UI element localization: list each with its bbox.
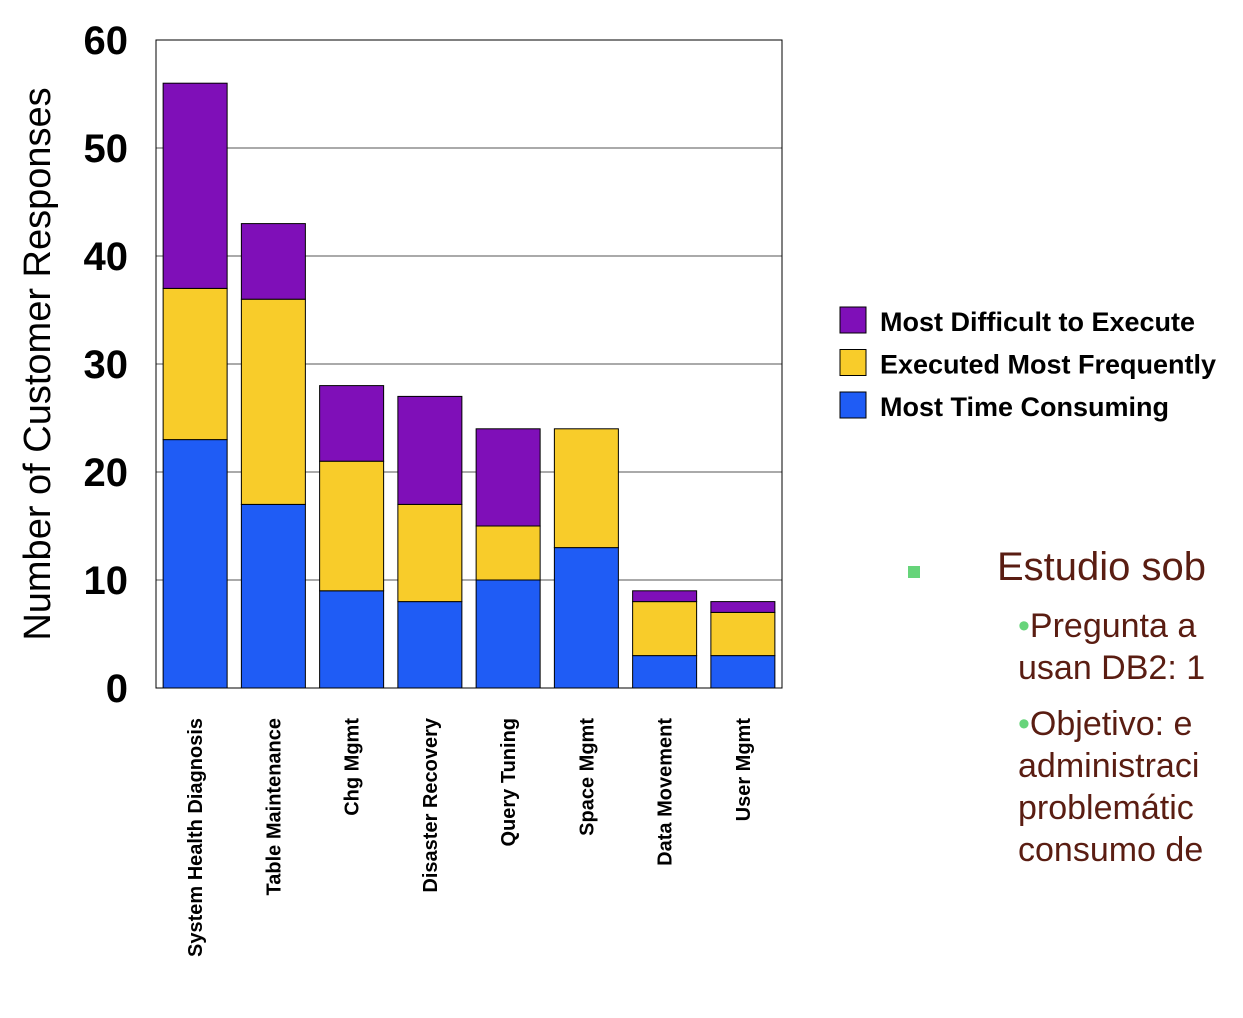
x-tick-label: Chg Mgmt bbox=[342, 718, 364, 816]
x-tick-labels: System Health Diagnosis Table Maintenance… bbox=[185, 717, 755, 957]
y-tick-label: 60 bbox=[84, 19, 129, 63]
x-tick-label: Space Mgmt bbox=[576, 718, 598, 836]
y-axis-title: Number of Customer Responses bbox=[17, 87, 59, 640]
y-tick-label: 0 bbox=[106, 667, 128, 711]
bar-segment bbox=[632, 655, 698, 689]
bar-segment bbox=[240, 223, 306, 300]
main-bullet: Estudio sob bbox=[900, 545, 1243, 605]
bar-segment bbox=[710, 611, 776, 657]
y-tick-label: 20 bbox=[84, 451, 129, 495]
bar-segment bbox=[553, 428, 619, 549]
sub-bullet-2-line2: administraci bbox=[1018, 747, 1200, 785]
sub-bullet-2-line3: problemátic bbox=[1018, 789, 1194, 827]
bar-segment bbox=[710, 601, 776, 613]
bar-segment bbox=[162, 439, 228, 689]
bullet-dot-icon: • bbox=[1018, 607, 1030, 645]
bar-segment bbox=[475, 525, 541, 581]
bar-segment bbox=[632, 601, 698, 657]
legend-swatch bbox=[839, 306, 867, 334]
bar-segment bbox=[475, 428, 541, 527]
bar-segment bbox=[162, 82, 228, 289]
bar-segment bbox=[553, 547, 619, 689]
bar-segment bbox=[397, 395, 463, 505]
x-tick-label: User Mgmt bbox=[733, 718, 755, 822]
sub-bullet-2: •Objetivo: e administraci problemátic co… bbox=[1018, 703, 1243, 871]
legend-swatch bbox=[839, 349, 867, 376]
legend-label: Most Difficult to Execute bbox=[880, 307, 1195, 337]
legend-label: Most Time Consuming bbox=[880, 392, 1169, 422]
legend: Most Difficult to Execute Executed Most F… bbox=[839, 306, 1216, 422]
plot-frame bbox=[155, 39, 783, 689]
bar-segment bbox=[475, 579, 541, 689]
x-tick-label: Table Maintenance bbox=[263, 718, 285, 895]
side-text-block: Estudio sob •Pregunta a usan DB2: 1 •Obj… bbox=[900, 545, 1243, 885]
bar-segment bbox=[397, 601, 463, 689]
bar-segment bbox=[319, 460, 385, 592]
bar-segment bbox=[397, 503, 463, 603]
bar-segment bbox=[319, 590, 385, 689]
y-tick-label: 30 bbox=[84, 343, 129, 387]
sub-bullet-2-line4: consumo de bbox=[1018, 831, 1204, 869]
sub-bullet-2-line1: Objetivo: e bbox=[1029, 705, 1193, 743]
x-tick-label: Data Movement bbox=[655, 718, 677, 866]
bar-segment bbox=[632, 590, 698, 603]
sub-bullet-1-line2: usan DB2: 1 bbox=[1018, 649, 1206, 687]
x-tick-label: Query Tuning bbox=[498, 718, 520, 847]
sub-bullet-1: •Pregunta a usan DB2: 1 bbox=[1018, 605, 1243, 689]
y-tick-labels: 0 10 20 30 40 50 60 bbox=[84, 19, 129, 711]
bars bbox=[162, 82, 776, 689]
bar-segment bbox=[319, 385, 385, 462]
bullet-dot-icon: • bbox=[1018, 705, 1030, 743]
sub-bullet-1-line1: Pregunta a bbox=[1029, 607, 1197, 645]
x-tick-label: Disaster Recovery bbox=[420, 717, 442, 892]
y-tick-label: 40 bbox=[84, 235, 129, 279]
legend-label: Executed Most Frequently bbox=[880, 350, 1216, 380]
y-tick-label: 50 bbox=[84, 127, 129, 171]
bullet-square-icon bbox=[908, 566, 920, 578]
bar-segment bbox=[240, 298, 306, 505]
legend-swatch bbox=[839, 391, 867, 419]
main-bullet-text: Estudio sob bbox=[997, 545, 1207, 589]
bar-segment bbox=[162, 287, 228, 441]
x-tick-label: System Health Diagnosis bbox=[185, 718, 207, 957]
y-tick-label: 10 bbox=[84, 559, 129, 603]
bar-segment bbox=[710, 655, 776, 689]
bar-segment bbox=[240, 503, 306, 689]
